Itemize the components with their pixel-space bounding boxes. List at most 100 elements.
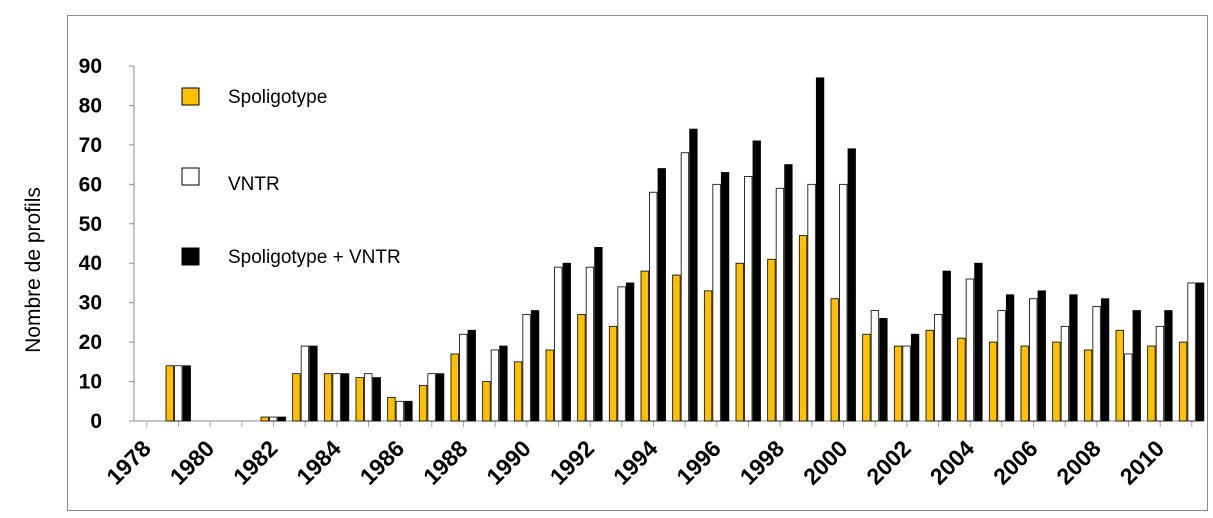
x-tick-label: 2008 [1051,435,1106,490]
bar-spoligotype-1997 [735,262,744,422]
bar-spoligotype-vntr-2006 [1037,290,1046,422]
bar-vntr-1994 [649,191,658,422]
bar-vntr-2004 [965,278,975,422]
y-tick-label: 40 [79,252,102,275]
bar-spoligotype-1984 [323,373,333,422]
bar-vntr-1984 [332,373,341,422]
bar-vntr-2009 [1124,353,1133,422]
bar-spoligotype-vntr-2011 [1195,282,1205,422]
bar-vntr-2000 [839,183,848,422]
bar-spoligotype-vntr-1986 [404,400,413,422]
x-tick-label: 1984 [291,435,346,490]
bar-spoligotype-vntr-2005 [1005,294,1015,422]
bar-spoligotype-vntr-1995 [689,128,698,422]
bar-spoligotype-vntr-2009 [1132,310,1141,422]
bar-vntr-1989 [490,349,500,422]
x-tick-label: 1994 [608,435,663,490]
bar-vntr-1993 [617,286,626,422]
bar-spoligotype-1994 [640,270,649,422]
bar-vntr-2005 [997,310,1006,422]
y-tick-label: 90 [79,55,102,78]
bar-spoligotype-1998 [767,258,776,422]
bar-spoligotype-vntr-1997 [752,140,761,422]
bar-spoligotype-2004 [957,337,966,422]
bar-spoligotype-1996 [703,290,713,422]
x-tick-label: 1982 [228,435,283,490]
bar-vntr-1995 [680,152,690,422]
bar-vntr-2001 [870,310,880,422]
y-tick-label: 20 [79,331,102,354]
plot-border [67,15,1208,511]
y-tick-label: 10 [79,371,102,394]
bar-spoligotype-1989 [482,381,491,422]
bar-vntr-1982 [269,416,278,422]
legend-label: Spoligotype [228,87,327,108]
x-tick-label: 2006 [988,435,1043,490]
bar-spoligotype-vntr-1982 [277,416,286,422]
legend-swatch [181,87,200,106]
bar-spoligotype-1987 [418,385,428,422]
bar-spoligotype-1983 [292,373,301,422]
bar-spoligotype-2000 [830,298,839,422]
x-tick-label: 2010 [1115,435,1170,490]
bar-vntr-2003 [934,314,943,422]
bar-spoligotype-vntr-1990 [530,310,540,422]
bar-spoligotype-vntr-1992 [594,247,603,422]
bar-spoligotype-vntr-2002 [910,333,920,422]
bar-vntr-1985 [364,373,373,422]
y-tick-label: 60 [79,173,102,196]
bar-spoligotype-vntr-1993 [625,282,635,422]
bar-vntr-1997 [744,176,753,422]
y-tick-label: 30 [79,292,102,315]
x-tick-label: 1998 [735,435,790,490]
bar-spoligotype-1993 [608,325,618,422]
bar-spoligotype-2010 [1147,345,1156,422]
bar-spoligotype-1995 [672,274,681,422]
y-tick-label: 70 [79,134,102,157]
bar-spoligotype-1982 [260,416,269,422]
bar-vntr-1990 [522,314,531,422]
x-tick-label: 1978 [101,435,156,490]
bar-spoligotype-2003 [925,329,934,422]
bar-vntr-1999 [807,183,816,422]
bar-spoligotype-2009 [1115,329,1124,422]
x-tick-label: 2004 [925,435,980,490]
legend-label: VNTR [228,174,280,195]
bar-spoligotype-vntr-1991 [562,262,571,422]
x-tick-label: 1980 [165,435,220,490]
bar-spoligotype-1985 [355,377,364,422]
bar-spoligotype-1988 [450,353,459,422]
bar-spoligotype-2006 [1020,345,1029,422]
bar-spoligotype-vntr-2000 [847,148,856,422]
bar-spoligotype-vntr-1994 [657,168,666,422]
bar-spoligotype-vntr-2008 [1100,298,1110,422]
bar-vntr-1983 [300,345,310,422]
bar-spoligotype-2005 [988,341,998,422]
y-tick-labels: 0 10 20 30 40 50 60 70 80 90 [79,55,102,433]
legend-swatch [181,167,200,186]
bar-spoligotype-vntr-1983 [309,345,318,422]
bar-vntr-1986 [395,400,405,422]
bar-spoligotype-vntr-1985 [372,377,381,422]
bar-spoligotype-vntr-1988 [467,329,476,422]
bar-vntr-1992 [585,266,595,422]
bar-spoligotype-1979 [165,365,174,422]
bar-spoligotype-1991 [545,349,554,422]
bar-spoligotype-vntr-1989 [499,345,508,422]
bar-vntr-2002 [902,345,911,422]
bar-spoligotype-2002 [893,345,903,422]
y-tick-label: 50 [79,213,102,236]
x-tick-label: 2000 [798,435,853,490]
x-tick-label: 1996 [671,435,726,490]
bar-spoligotype-vntr-2001 [879,318,888,422]
bar-spoligotype-2007 [1052,341,1061,422]
x-tick-label: 1988 [418,435,473,490]
bars [165,77,1205,422]
x-tick-label: 1992 [545,435,600,490]
bar-spoligotype-vntr-1987 [435,373,445,422]
x-tick-label: 1990 [481,435,536,490]
bar-spoligotype-2011 [1178,341,1188,422]
bar-vntr-2010 [1155,325,1165,422]
bar-spoligotype-vntr-2003 [942,270,951,422]
